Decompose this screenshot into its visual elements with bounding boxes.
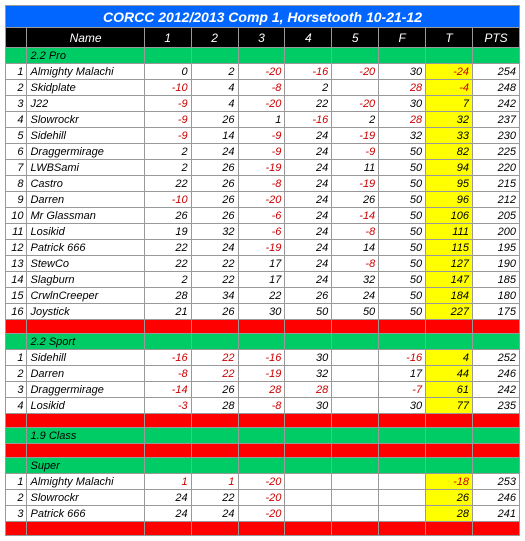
table-row: 14Slagburn22217243250147185 (6, 272, 520, 288)
table-row: 2Slowrockr2422-2026246 (6, 490, 520, 506)
competitor-name: Draggermirage (27, 382, 144, 398)
column-header (6, 28, 27, 48)
section-label: Super (27, 458, 144, 474)
competitor-name: Slowrockr (27, 490, 144, 506)
title-row: CORCC 2012/2013 Comp 1, Horsetooth 10-21… (6, 6, 520, 28)
competitor-name: Patrick 666 (27, 506, 144, 522)
table-row: 12Patrick 6662224-19241450115195 (6, 240, 520, 256)
competitor-name: Patrick 666 (27, 240, 144, 256)
section-header: 1.9 Class (6, 428, 520, 444)
section-header: 2.2 Sport (6, 334, 520, 350)
table-row: 10Mr Glassman2626-624-1450106205 (6, 208, 520, 224)
table-row: 3J22-94-2022-20307242 (6, 96, 520, 112)
results-table: CORCC 2012/2013 Comp 1, Horsetooth 10-21… (5, 5, 520, 536)
section-divider (6, 320, 520, 334)
competitor-name: LWBSami (27, 160, 144, 176)
table-row: 6Draggermirage224-924-95082225 (6, 144, 520, 160)
table-row: 3Draggermirage-14262828-761242 (6, 382, 520, 398)
table-row: 8Castro2226-824-195095215 (6, 176, 520, 192)
section-label: 2.2 Sport (27, 334, 144, 350)
column-header: Name (27, 28, 144, 48)
section-divider (6, 522, 520, 536)
section-divider (6, 414, 520, 428)
competitor-name: Losikid (27, 398, 144, 414)
competitor-name: Almighty Malachi (27, 64, 144, 80)
competitor-name: Skidplate (27, 80, 144, 96)
competitor-name: Darren (27, 366, 144, 382)
competitor-name: Slagburn (27, 272, 144, 288)
column-header: 5 (332, 28, 379, 48)
section-header: Super (6, 458, 520, 474)
header-row: Name12345FTPTS (6, 28, 520, 48)
competitor-name: Sidehill (27, 128, 144, 144)
competitor-name: StewCo (27, 256, 144, 272)
competitor-name: Mr Glassman (27, 208, 144, 224)
table-row: 1Sidehill-1622-1630-164252 (6, 350, 520, 366)
table-row: 4Losikid-328-8303077235 (6, 398, 520, 414)
competitor-name: Losikid (27, 224, 144, 240)
page-title: CORCC 2012/2013 Comp 1, Horsetooth 10-21… (6, 6, 520, 28)
table-row: 9Darren-1026-2024265096212 (6, 192, 520, 208)
table-row: 4Slowrockr-9261-1622832237 (6, 112, 520, 128)
table-row: 2Darren-822-19321744246 (6, 366, 520, 382)
competitor-name: Almighty Malachi (27, 474, 144, 490)
table-row: 5Sidehill-914-924-193233230 (6, 128, 520, 144)
competitor-name: J22 (27, 96, 144, 112)
competitor-name: Draggermirage (27, 144, 144, 160)
competitor-name: CrwlnCreeper (27, 288, 144, 304)
column-header: F (379, 28, 426, 48)
table-row: 7LWBSami226-1924115094220 (6, 160, 520, 176)
column-header: 4 (285, 28, 332, 48)
column-header: 2 (191, 28, 238, 48)
table-row: 2Skidplate-104-8228-4248 (6, 80, 520, 96)
table-row: 1Almighty Malachi02-20-16-2030-24254 (6, 64, 520, 80)
table-row: 15CrwlnCreeper283422262450184180 (6, 288, 520, 304)
competitor-name: Sidehill (27, 350, 144, 366)
section-label: 2.2 Pro (27, 48, 144, 64)
column-header: T (426, 28, 473, 48)
table-row: 3Patrick 6662424-2028241 (6, 506, 520, 522)
table-row: 16Joystick212630505050227175 (6, 304, 520, 320)
column-header: PTS (472, 28, 519, 48)
column-header: 1 (144, 28, 191, 48)
competitor-name: Joystick (27, 304, 144, 320)
table-row: 13StewCo22221724-850127190 (6, 256, 520, 272)
section-label: 1.9 Class (27, 428, 144, 444)
column-header: 3 (238, 28, 285, 48)
section-header: 2.2 Pro (6, 48, 520, 64)
competitor-name: Slowrockr (27, 112, 144, 128)
table-row: 11Losikid1932-624-850111200 (6, 224, 520, 240)
competitor-name: Darren (27, 192, 144, 208)
competitor-name: Castro (27, 176, 144, 192)
table-row: 1Almighty Malachi11-20-18253 (6, 474, 520, 490)
section-divider (6, 444, 520, 458)
